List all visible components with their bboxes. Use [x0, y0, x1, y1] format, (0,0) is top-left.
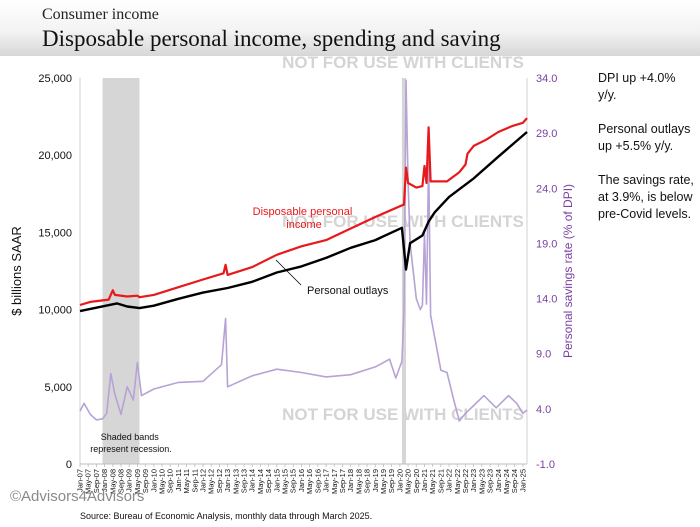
x-tick-label: Sep-10: [166, 469, 175, 493]
x-tick-label: May-13: [231, 469, 240, 494]
y-left-tick-label: 0: [66, 459, 72, 471]
x-tick-label: May-21: [428, 469, 437, 494]
x-tick-label: Jan-10: [149, 469, 158, 492]
dpi-line: [79, 117, 528, 307]
x-tick-label: May-20: [404, 469, 413, 494]
x-tick-label: Sep-17: [338, 469, 347, 493]
outlays-label: Personal outlays: [307, 285, 389, 297]
y-left-tick-label: 5,000: [44, 382, 72, 394]
recession-note: Shaded bands represent recession.: [90, 432, 172, 454]
outlays-line: [79, 131, 528, 313]
y-right-tick-label: 34.0: [536, 73, 557, 85]
note-savings: The savings rate, at 3.9%, is below pre-…: [598, 173, 694, 221]
y-right-tick-label: 19.0: [536, 238, 557, 250]
x-tick-label: May-18: [354, 469, 363, 494]
x-tick-label: Jan-08: [100, 469, 109, 492]
x-tick-label: Jan-14: [248, 469, 257, 492]
x-tick-label: Jan-15: [272, 469, 281, 492]
x-tick-label: Sep-20: [412, 469, 421, 493]
x-tick-label: Sep-14: [264, 469, 273, 493]
axes: 0 5,000 10,000 15,000 20,000 25,000 -1.0 4.0 9.0…: [9, 73, 575, 494]
dpi-label: Disposable personal income: [253, 206, 356, 231]
x-tick-label: May-14: [256, 469, 265, 494]
y-left-tick-label: 25,000: [38, 73, 72, 85]
y-right-tick-label: 24.0: [536, 183, 557, 195]
header-band: [0, 0, 700, 56]
x-tick-label: Sep-08: [117, 469, 126, 493]
x-tick-label: Sep-23: [486, 469, 495, 493]
x-tick-label: Sep-22: [461, 469, 470, 493]
y-right-tick-label: 4.0: [536, 404, 551, 416]
x-tick-label: May-22: [453, 469, 462, 494]
source-note: Source: Bureau of Economic Analysis, mon…: [80, 511, 373, 521]
x-tick-label: Sep-11: [190, 469, 199, 493]
y-right-tick-label: 29.0: [536, 128, 557, 140]
x-tick-label: Jan-20: [395, 469, 404, 492]
x-tick-label: May-15: [281, 469, 290, 494]
x-tick-label: Sep-16: [313, 469, 322, 493]
y-right-tick-label: 9.0: [536, 349, 551, 361]
watermark-text: NOT FOR USE WITH CLIENTS: [282, 212, 524, 231]
dpi-label-line2: income: [286, 219, 321, 231]
x-tick-label: May-12: [207, 469, 216, 494]
page-title: Disposable personal income, spending and…: [42, 26, 501, 51]
x-tick-label: May-08: [108, 469, 117, 494]
x-tick-label: Jan-12: [199, 469, 208, 492]
x-tick-label: May-23: [477, 469, 486, 494]
x-tick-label: Jan-16: [297, 469, 306, 492]
x-tick-label: May-19: [379, 469, 388, 494]
x-tick-label: Jan-09: [125, 469, 134, 492]
x-tick-label: May-07: [84, 469, 93, 494]
x-tick-label: Jan-25: [518, 469, 527, 492]
series-labels: Disposable personal income Personal outl…: [90, 206, 389, 454]
watermark-text: NOT FOR USE WITH CLIENTS: [282, 405, 524, 424]
x-tick-label: Sep-12: [215, 469, 224, 493]
y-left-tick-label: 20,000: [38, 150, 72, 162]
dpi-label-line1: Disposable personal: [253, 206, 353, 218]
y-left-axis-label: $ billions SAAR: [9, 226, 24, 316]
y-left-tick-label: 15,000: [38, 227, 72, 239]
x-tick-label: Jan-19: [371, 469, 380, 492]
x-tick-label: Jan-18: [346, 469, 355, 492]
x-tick-label: Sep-24: [510, 469, 519, 493]
x-tick-label: Jan-23: [469, 469, 478, 492]
y-right-tick-label: -1.0: [536, 459, 555, 471]
copyright: ©Advisors4Advisors: [10, 488, 145, 505]
x-tick-label: Jan-11: [174, 469, 183, 491]
x-tick-label: Sep-18: [363, 469, 372, 493]
x-tick-label: Jan-21: [420, 469, 429, 492]
watermark-text: NOT FOR USE WITH CLIENTS: [282, 53, 524, 72]
x-tick-label: Jan-17: [322, 469, 331, 492]
note-outlays: Personal outlays up +5.5% y/y.: [598, 122, 691, 153]
y-left-tick-label: 10,000: [38, 305, 72, 317]
y-right-axis-label: Personal savings rate (% of DPI): [561, 184, 575, 358]
x-tick-label: Sep-13: [240, 469, 249, 493]
x-tick-label: May-11: [182, 469, 191, 493]
x-tick-label: May-24: [502, 469, 511, 494]
x-tick-label: Jan-24: [494, 469, 503, 492]
x-tick-label: Sep-09: [141, 469, 150, 493]
watermarks: NOT FOR USE WITH CLIENTS NOT FOR USE WIT…: [282, 53, 524, 424]
y-right-tick-label: 14.0: [536, 294, 557, 306]
outlays-label-leader: [275, 259, 302, 286]
recession-note-line1: Shaded bands: [101, 432, 160, 442]
x-tick-label: Sep-19: [387, 469, 396, 493]
x-tick-label: Jan-13: [223, 469, 232, 492]
x-tick-label: May-10: [158, 469, 167, 494]
recession-note-line2: represent recession.: [90, 444, 172, 454]
x-tick-label: Sep-15: [289, 469, 298, 493]
x-tick-label: Jan-07: [76, 469, 85, 492]
series: [79, 79, 528, 422]
x-tick-label: May-16: [305, 469, 314, 494]
x-tick-label: Sep-07: [92, 469, 101, 493]
x-tick-label: Jan-22: [445, 469, 454, 492]
notes-panel: DPI up +4.0% y/y. Personal outlays up +5…: [598, 70, 696, 240]
x-tick-label: May-17: [330, 469, 339, 494]
savings-rate-line: [79, 79, 528, 422]
x-tick-label: Sep-21: [436, 469, 445, 493]
note-dpi: DPI up +4.0% y/y.: [598, 71, 676, 102]
kicker-title: Consumer income: [42, 6, 159, 23]
x-tick-label: May-09: [133, 469, 142, 494]
